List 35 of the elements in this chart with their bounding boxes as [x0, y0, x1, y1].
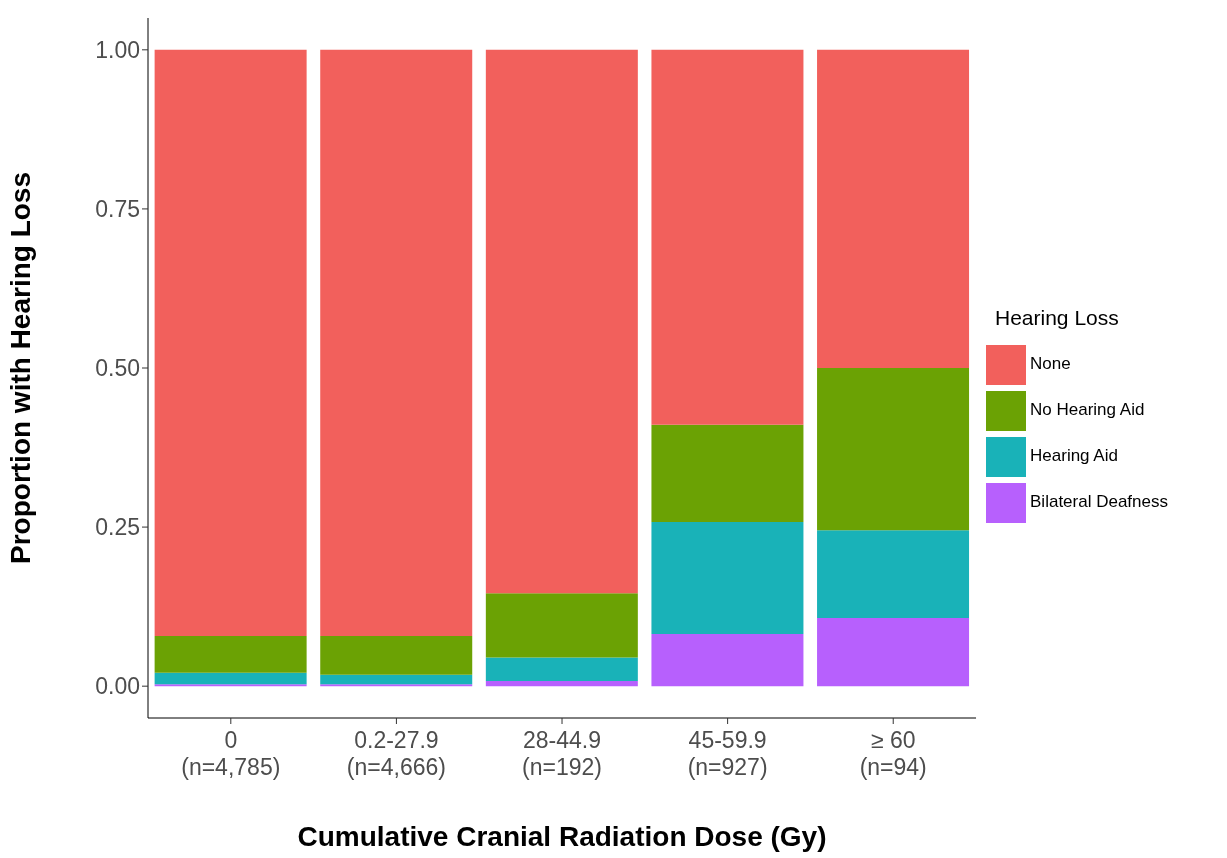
y-tick-label: 0.25	[95, 514, 140, 541]
bar	[817, 530, 970, 619]
bar	[817, 618, 970, 687]
y-tick-label: 0.50	[95, 355, 140, 382]
y-tick-label: 0.75	[95, 196, 140, 223]
legend-title: Hearing Loss	[993, 306, 1121, 330]
bar	[817, 49, 970, 368]
x-tick-label: 28-44.9 (n=192)	[522, 727, 602, 780]
legend-label: None	[1030, 354, 1071, 373]
bar	[817, 368, 970, 531]
legend-label: Bilateral Deafness	[1030, 492, 1168, 511]
bar	[154, 635, 307, 673]
legend-label: No Hearing Aid	[1030, 400, 1145, 419]
bar	[651, 424, 804, 522]
y-tick-label: 1.00	[95, 36, 140, 63]
y-axis-title: Proportion with Hearing Loss	[4, 171, 36, 565]
bar	[485, 49, 638, 594]
x-tick-label: 0 (n=4,785)	[181, 727, 281, 780]
bar	[651, 522, 804, 634]
legend-label: Hearing Aid	[1030, 446, 1118, 465]
x-tick-label: ≥ 60 (n=94)	[859, 727, 927, 780]
bar	[154, 49, 307, 636]
bar	[485, 593, 638, 658]
x-tick-label: 45-59.9 (n=927)	[687, 727, 768, 780]
x-tick-label: 0.2-27.9 (n=4,666)	[346, 727, 446, 780]
bar	[320, 674, 473, 685]
bar	[320, 635, 473, 675]
bar	[651, 49, 804, 425]
y-tick-label: 0.00	[95, 673, 140, 700]
bar	[485, 657, 638, 682]
x-axis-title: Cumulative Cranial Radiation Dose (Gy)	[297, 821, 827, 852]
bar	[320, 49, 473, 636]
bar	[485, 681, 638, 687]
bar	[651, 634, 804, 687]
bar	[154, 672, 307, 685]
